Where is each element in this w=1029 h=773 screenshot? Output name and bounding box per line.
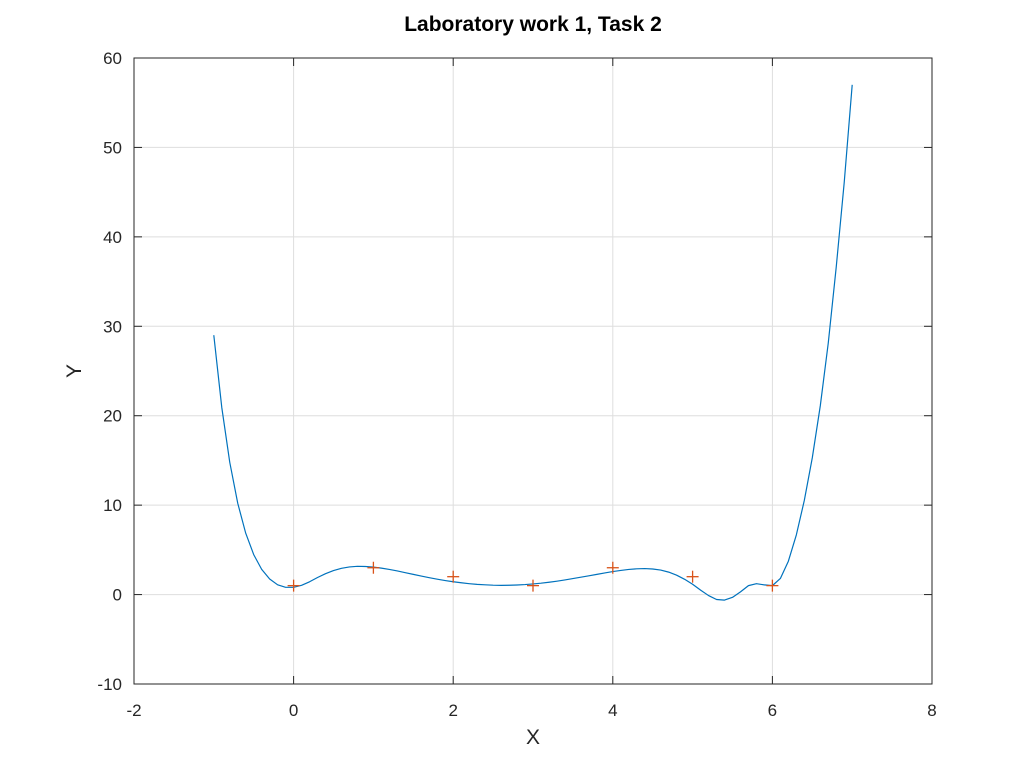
y-tick-label: 40 [103, 228, 122, 247]
series-line-curve [213, 84, 853, 601]
data-point-marker [766, 579, 779, 592]
y-tick-label: 60 [103, 49, 122, 68]
y-tick-label: -10 [97, 675, 122, 694]
y-axis-label: Y [63, 364, 86, 378]
axes-box [133, 57, 933, 685]
y-tick-label: 50 [103, 138, 122, 157]
marker-series [287, 561, 779, 592]
data-point-marker [527, 579, 539, 592]
tick-labels-layer: -2 0 2 4 6 8 -10 0 10 20 30 40 50 60 [97, 49, 936, 720]
x-tick-label: 2 [448, 701, 457, 720]
y-tick-label: 30 [103, 317, 122, 336]
data-point-marker [367, 561, 380, 574]
data-point-marker [686, 570, 699, 583]
y-tick-label: 0 [113, 586, 122, 605]
y-tick-label: 10 [103, 496, 122, 515]
x-tick-label: 0 [289, 701, 298, 720]
data-point-marker [447, 570, 460, 583]
x-tick-label: -2 [126, 701, 141, 720]
chart-title: Laboratory work 1, Task 2 [404, 13, 662, 36]
y-tick-label: 20 [103, 407, 122, 426]
grid-layer [134, 58, 932, 684]
x-tick-label: 8 [927, 701, 936, 720]
data-point-marker [606, 561, 619, 574]
x-tick-label: 4 [608, 701, 617, 720]
series-layer [213, 84, 853, 601]
x-tick-label: 6 [768, 701, 777, 720]
x-axis-label: X [526, 726, 540, 749]
data-point-marker [287, 579, 300, 592]
